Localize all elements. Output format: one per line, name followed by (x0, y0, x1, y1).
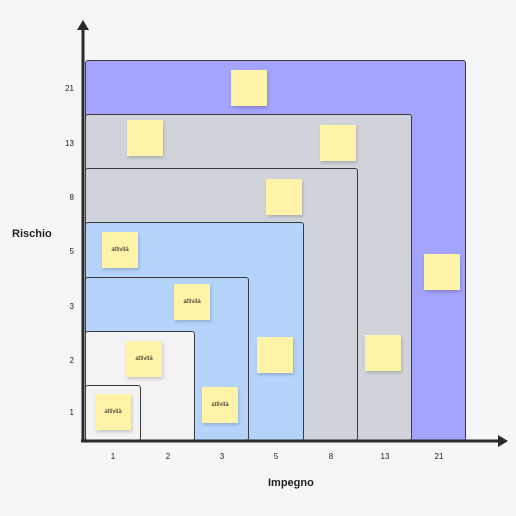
x-axis-arrow-icon (498, 435, 508, 447)
sticky-note[interactable]: attività (126, 341, 162, 377)
x-tick-label: 13 (380, 452, 390, 461)
sticky-note[interactable] (424, 254, 460, 290)
y-axis-title: Rischio (12, 228, 52, 240)
y-tick-label: 13 (65, 139, 74, 148)
x-tick-label: 21 (434, 452, 444, 461)
y-tick-label: 8 (69, 193, 74, 202)
sticky-note[interactable] (231, 70, 267, 106)
sticky-note[interactable] (320, 125, 356, 161)
sticky-note[interactable] (266, 179, 302, 215)
x-axis-title: Impegno (268, 477, 314, 489)
sticky-note[interactable]: attività (174, 284, 210, 320)
sticky-note[interactable] (365, 335, 401, 371)
x-tick-label: 5 (273, 452, 279, 461)
y-tick-label: 3 (69, 302, 74, 311)
y-tick-label: 21 (65, 84, 74, 93)
x-tick-label: 1 (110, 452, 116, 461)
sticky-note[interactable]: attività (102, 232, 138, 268)
y-tick-label: 2 (69, 356, 74, 365)
x-tick-label: 8 (328, 452, 334, 461)
y-axis-arrow-icon (77, 20, 89, 30)
sticky-note[interactable] (127, 120, 163, 156)
y-tick-label: 5 (69, 247, 74, 256)
x-tick-label: 3 (219, 452, 225, 461)
x-tick-label: 2 (165, 452, 171, 461)
y-tick-label: 1 (69, 408, 74, 417)
sticky-note[interactable] (257, 337, 293, 373)
sticky-note[interactable]: attività (202, 387, 238, 423)
sticky-note[interactable]: attività (95, 394, 131, 430)
